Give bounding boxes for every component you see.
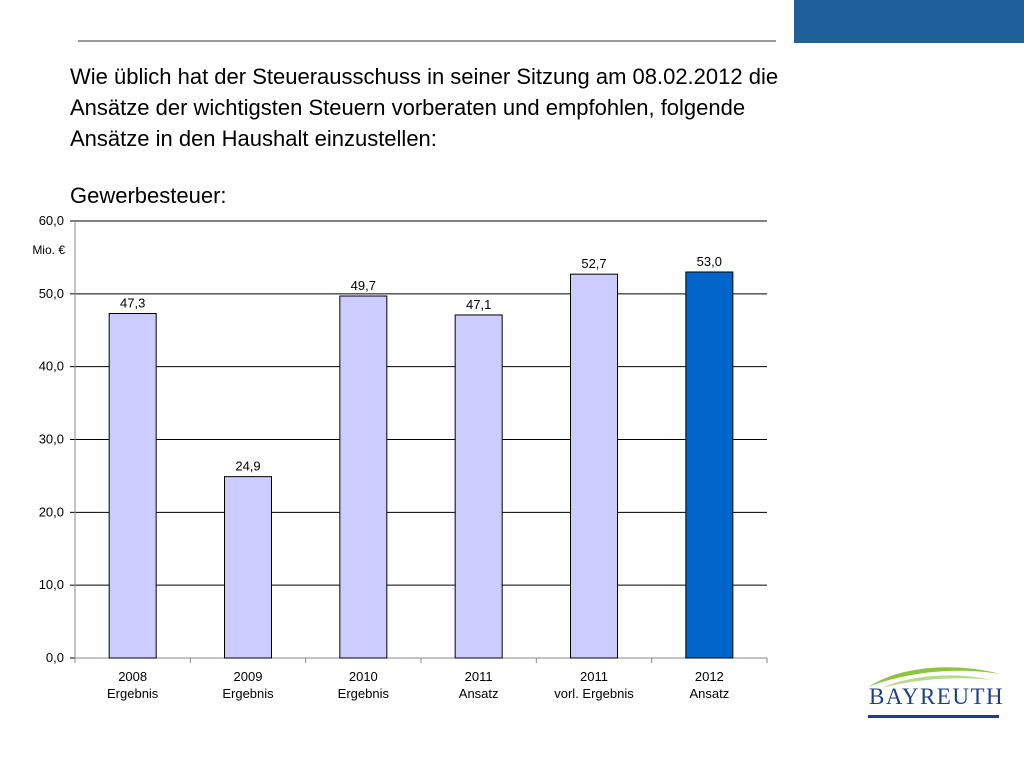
x-category-label: Ansatz [689, 686, 729, 701]
y-tick-label: 0,0 [46, 650, 64, 665]
x-category-label: 2012 [695, 669, 724, 684]
x-category-label: Ergebnis [107, 686, 159, 701]
bar-value-label: 47,3 [120, 295, 145, 310]
bar-value-label: 52,7 [581, 256, 606, 271]
y-tick-label: 50,0 [39, 286, 64, 301]
x-category-label: Ansatz [459, 686, 499, 701]
x-category-label: Ergebnis [222, 686, 274, 701]
x-category-label: 2010 [349, 669, 378, 684]
header-accent-bar [794, 0, 1024, 43]
logo-swoosh-icon [868, 667, 1000, 688]
y-tick-label: 20,0 [39, 504, 64, 519]
x-category-label: 2011 [465, 669, 493, 684]
y-tick-label: 10,0 [39, 577, 64, 592]
header-divider [78, 40, 776, 42]
x-category-label: 2011 [580, 669, 608, 684]
x-category-label: 2009 [234, 669, 263, 684]
bar [685, 271, 734, 659]
x-category-label: Ergebnis [338, 686, 390, 701]
bar [108, 312, 157, 659]
y-tick-label: 60,0 [39, 213, 64, 228]
bar [339, 295, 388, 659]
logo-underline [868, 715, 999, 718]
x-category-label: vorl. Ergebnis [554, 686, 634, 701]
x-category-label: 2008 [118, 669, 147, 684]
y-tick-label: 40,0 [39, 359, 64, 374]
logo-text: BAYREUTH [869, 684, 1005, 709]
y-unit-label: Mio. € [32, 243, 65, 257]
bar [570, 273, 618, 659]
intro-text: Wie üblich hat der Steuerausschuss in se… [70, 64, 779, 151]
bar-value-label: 53,0 [697, 254, 722, 269]
bar [454, 314, 503, 659]
bayreuth-logo: BAYREUTH [860, 660, 1005, 722]
bar-value-label: 24,9 [235, 459, 260, 474]
bar [224, 476, 272, 659]
section-title: Gewerbesteuer: [70, 183, 227, 208]
bar-value-label: 47,1 [466, 297, 491, 312]
gewerbesteuer-bar-chart: 0,0 10,0 20,0 30,0 40,0 50,0 60,0 Mio. € 47,3 200… [32, 213, 768, 701]
y-tick-label: 30,0 [39, 432, 64, 447]
bar-value-label: 49,7 [351, 278, 376, 293]
